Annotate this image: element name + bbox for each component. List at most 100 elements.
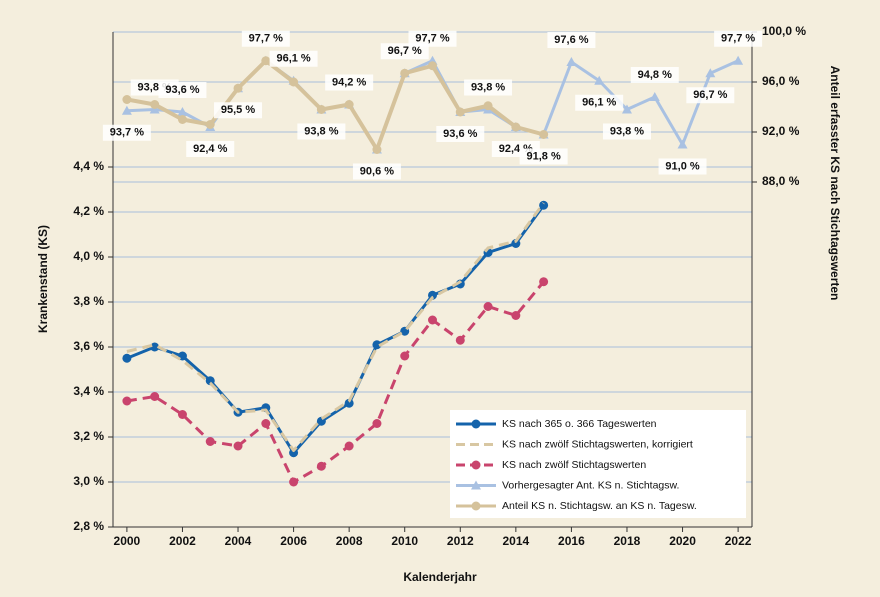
marker bbox=[621, 104, 632, 114]
value-label: 97,7 % bbox=[721, 33, 755, 45]
marker bbox=[649, 92, 660, 101]
y-tick-label: 4,4 % bbox=[73, 159, 104, 173]
marker bbox=[483, 101, 493, 111]
x-tick-label: 2020 bbox=[669, 534, 696, 548]
value-label: 94,2 % bbox=[332, 76, 366, 88]
y-axis-label: Krankenstand (KS) bbox=[36, 225, 50, 333]
value-label-bg bbox=[464, 79, 513, 96]
legend-label: KS nach zwölf Stichtagswerten, korrigier… bbox=[502, 438, 693, 450]
marker bbox=[289, 477, 299, 487]
x-tick-label: 2014 bbox=[502, 534, 529, 548]
value-label: 96,7 % bbox=[388, 45, 422, 57]
value-label-bg bbox=[436, 126, 485, 142]
marker bbox=[372, 145, 382, 154]
value-label-bg bbox=[714, 30, 763, 47]
series-line bbox=[126, 58, 545, 152]
value-label-bg bbox=[102, 124, 151, 141]
marker bbox=[471, 419, 481, 429]
marker bbox=[205, 437, 215, 446]
y-tick-label: 2,8 % bbox=[73, 519, 104, 533]
y-tick-label: 3,6 % bbox=[73, 339, 104, 353]
marker bbox=[428, 315, 437, 325]
marker bbox=[177, 107, 188, 116]
value-label-bg bbox=[547, 32, 596, 48]
marker bbox=[372, 419, 382, 428]
y2-tick-label: 88,0 % bbox=[762, 174, 800, 188]
marker bbox=[122, 353, 132, 363]
x-tick-label: 2022 bbox=[725, 534, 752, 548]
legend-label: KS nach zwölf Stichtagswerten bbox=[502, 459, 646, 471]
value-label: 92,4 % bbox=[193, 143, 227, 155]
value-label: 96,7 % bbox=[693, 89, 727, 101]
marker bbox=[428, 290, 437, 300]
value-label: 93,6 % bbox=[165, 84, 199, 96]
marker bbox=[400, 351, 410, 361]
x-tick-label: 2004 bbox=[225, 534, 252, 548]
x-axis-label: Kalenderjahr bbox=[403, 570, 477, 584]
marker bbox=[150, 392, 160, 401]
marker bbox=[511, 122, 521, 132]
marker bbox=[205, 120, 215, 129]
series-line bbox=[126, 202, 545, 452]
value-label-bg bbox=[408, 30, 457, 47]
value-label: 93,7 % bbox=[110, 127, 144, 139]
value-label-bg bbox=[214, 102, 263, 119]
value-label-bg bbox=[575, 94, 624, 111]
x-tick-label: 2002 bbox=[169, 534, 196, 548]
value-label: 95,5 % bbox=[221, 104, 255, 116]
legend-label: KS nach 365 o. 366 Tageswerten bbox=[502, 418, 657, 430]
marker bbox=[344, 100, 354, 109]
series-line bbox=[126, 280, 545, 484]
marker bbox=[150, 342, 160, 352]
marker bbox=[344, 441, 354, 451]
marker bbox=[177, 115, 187, 124]
marker bbox=[372, 340, 382, 350]
marker bbox=[233, 83, 243, 93]
value-label: 96,1 % bbox=[582, 97, 616, 109]
y2-tick-label: 100,0 % bbox=[762, 24, 806, 38]
value-label-bg bbox=[269, 50, 318, 67]
x-tick-label: 2010 bbox=[391, 534, 418, 548]
value-label: 97,6 % bbox=[554, 34, 588, 46]
value-label: 93,8 % bbox=[471, 81, 505, 93]
marker bbox=[261, 419, 271, 428]
marker bbox=[455, 107, 465, 117]
marker bbox=[233, 441, 243, 451]
marker bbox=[428, 61, 437, 71]
value-label: 93,8 % bbox=[610, 125, 644, 137]
marker bbox=[483, 302, 493, 311]
value-label: 96,1 % bbox=[276, 53, 310, 65]
x-tick-label: 2006 bbox=[280, 534, 307, 548]
value-label-bg bbox=[686, 87, 735, 104]
value-label-bg bbox=[380, 43, 429, 60]
legend-label: Vorhergesagter Ant. KS n. Stichtagsw. bbox=[502, 479, 679, 491]
marker bbox=[511, 311, 521, 320]
value-label-bg bbox=[325, 74, 374, 91]
value-label: 91,0 % bbox=[665, 160, 699, 172]
marker bbox=[566, 57, 577, 66]
value-label: 94,8 % bbox=[638, 69, 672, 81]
value-label: 93,8 % bbox=[304, 125, 338, 137]
x-tick-label: 2016 bbox=[558, 534, 585, 548]
marker bbox=[261, 56, 271, 66]
x-tick-label: 2008 bbox=[336, 534, 363, 548]
marker bbox=[677, 139, 688, 149]
value-label-bg bbox=[352, 163, 401, 180]
marker bbox=[594, 75, 605, 85]
marker bbox=[289, 448, 299, 458]
value-label-bg bbox=[658, 158, 707, 175]
marker bbox=[344, 398, 354, 408]
marker bbox=[471, 480, 481, 490]
y2-tick-label: 92,0 % bbox=[762, 124, 800, 138]
marker bbox=[471, 501, 481, 511]
y-tick-label: 4,0 % bbox=[73, 249, 104, 263]
x-tick-label: 2000 bbox=[114, 534, 141, 548]
value-label-bg bbox=[630, 67, 679, 83]
marker bbox=[511, 239, 521, 248]
value-label-bg bbox=[158, 82, 207, 98]
value-label-bg bbox=[297, 123, 346, 140]
y-tick-label: 3,8 % bbox=[73, 294, 104, 308]
y-tick-label: 3,4 % bbox=[73, 384, 104, 398]
marker bbox=[122, 396, 132, 406]
